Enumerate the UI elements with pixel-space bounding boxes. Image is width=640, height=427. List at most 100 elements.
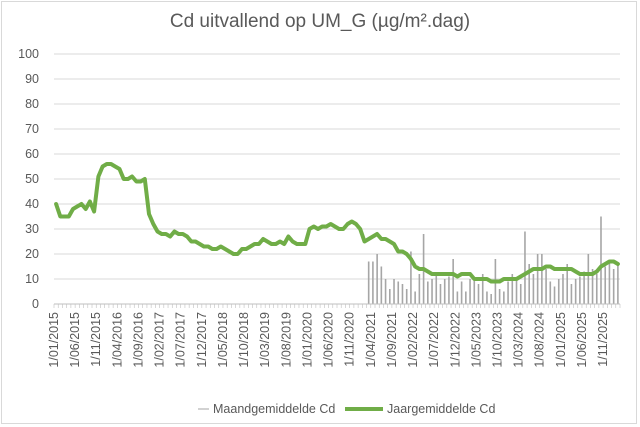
bar [380, 266, 383, 304]
bar [473, 279, 476, 304]
gridlines [54, 53, 620, 280]
x-tick-label: 1/07/2022 [427, 312, 441, 368]
x-tick-label: 1/06/2025 [575, 312, 589, 368]
bar [384, 279, 387, 304]
x-tick-label: 1/12/2022 [448, 312, 462, 368]
x-tick-label: 1/03/2019 [258, 312, 272, 368]
y-tick-label: 30 [25, 222, 39, 236]
x-tick-label: 1/02/2017 [153, 312, 167, 368]
bar [566, 264, 569, 304]
x-tick-label: 1/04/2021 [364, 312, 378, 368]
bar [418, 274, 421, 304]
x-tick-label: 1/11/2025 [596, 312, 610, 367]
bar [519, 284, 522, 304]
bar [435, 274, 438, 304]
bar [393, 279, 395, 304]
y-tick-label: 80 [25, 97, 39, 111]
bar [469, 279, 471, 304]
x-tick-label: 1/06/2020 [322, 312, 336, 368]
y-tick-label: 90 [25, 72, 39, 86]
chart-title: Cd uitvallend op UM_G (µg/m².dag) [170, 11, 470, 32]
bar [600, 216, 602, 304]
bar [617, 264, 619, 304]
x-tick-label: 1/04/2016 [110, 312, 124, 368]
bar [553, 286, 556, 304]
bar [405, 289, 408, 304]
bar [524, 231, 526, 304]
bar [591, 269, 594, 304]
x-tick-label: 1/01/2015 [47, 312, 61, 368]
x-tick-label: 1/09/2016 [132, 312, 146, 368]
bar [498, 289, 501, 304]
x-tick-label: 1/02/2022 [406, 312, 420, 368]
bar [490, 294, 492, 304]
y-axis-labels: 0 10 20 30 40 50 60 70 80 90 100 [18, 47, 39, 311]
bar [528, 264, 530, 304]
bar [541, 254, 543, 304]
bar [401, 284, 404, 304]
bar [507, 281, 509, 304]
x-tick-label: 1/05/2018 [216, 312, 230, 368]
bar [427, 281, 429, 304]
y-tick-label: 20 [25, 247, 39, 261]
bar [477, 284, 480, 304]
bar [570, 284, 573, 304]
bar [515, 279, 518, 304]
x-tick-label: 1/03/2024 [512, 312, 526, 368]
series-line [54, 162, 620, 284]
bar [486, 291, 488, 304]
bar [579, 276, 581, 304]
x-tick-label: 1/01/2020 [300, 312, 314, 368]
bar [372, 261, 374, 304]
y-tick-label: 70 [25, 122, 39, 136]
bar [604, 266, 607, 304]
bar [583, 271, 585, 304]
bar [608, 261, 611, 304]
bar [562, 274, 564, 304]
y-tick-label: 40 [25, 197, 39, 211]
x-tick-label: 1/08/2019 [279, 312, 293, 368]
bar [481, 274, 484, 304]
bar [448, 276, 450, 304]
bar [460, 281, 463, 304]
x-tick-label: 1/01/2025 [554, 312, 568, 368]
bar [595, 274, 598, 304]
bar-series [367, 216, 619, 304]
legend-line-label: Jaargemiddelde Cd [387, 402, 495, 416]
y-tick-label: 50 [25, 172, 39, 186]
legend: Maandgemiddelde Cd Jaargemiddelde Cd [198, 402, 495, 416]
x-tick-label: 1/12/2017 [195, 312, 209, 368]
x-tick-label: 1/07/2017 [174, 312, 188, 368]
x-axis: 1/01/2015 1/06/2015 1/11/2015 1/04/2016 1/09… [47, 303, 621, 368]
y-tick-label: 0 [32, 297, 39, 311]
bar [549, 281, 552, 304]
bar [503, 291, 505, 304]
bar [439, 284, 442, 304]
x-tick-label: 1/10/2018 [237, 312, 251, 368]
bar [397, 281, 400, 304]
bar [587, 254, 590, 304]
y-tick-label: 100 [18, 47, 39, 61]
bar [557, 279, 560, 304]
bar [443, 279, 446, 304]
x-tick-label: 1/06/2015 [68, 312, 82, 368]
x-tick-label: 1/11/2020 [343, 312, 357, 367]
legend-bar-label: Maandgemiddelde Cd [213, 402, 335, 416]
x-tick-label: 1/08/2024 [533, 312, 547, 368]
bar [431, 279, 433, 304]
x-tick-label: 1/11/2015 [89, 312, 103, 367]
bar [410, 251, 412, 304]
bar [511, 274, 514, 304]
line-series [54, 162, 620, 284]
bar [545, 269, 547, 304]
y-tick-label: 60 [25, 147, 39, 161]
bar [376, 254, 378, 304]
y-tick-label: 10 [25, 272, 39, 286]
bar [456, 291, 459, 304]
bar [536, 254, 539, 304]
x-tick-label: 1/10/2023 [491, 312, 505, 368]
bar [388, 289, 391, 304]
bar [414, 291, 416, 304]
